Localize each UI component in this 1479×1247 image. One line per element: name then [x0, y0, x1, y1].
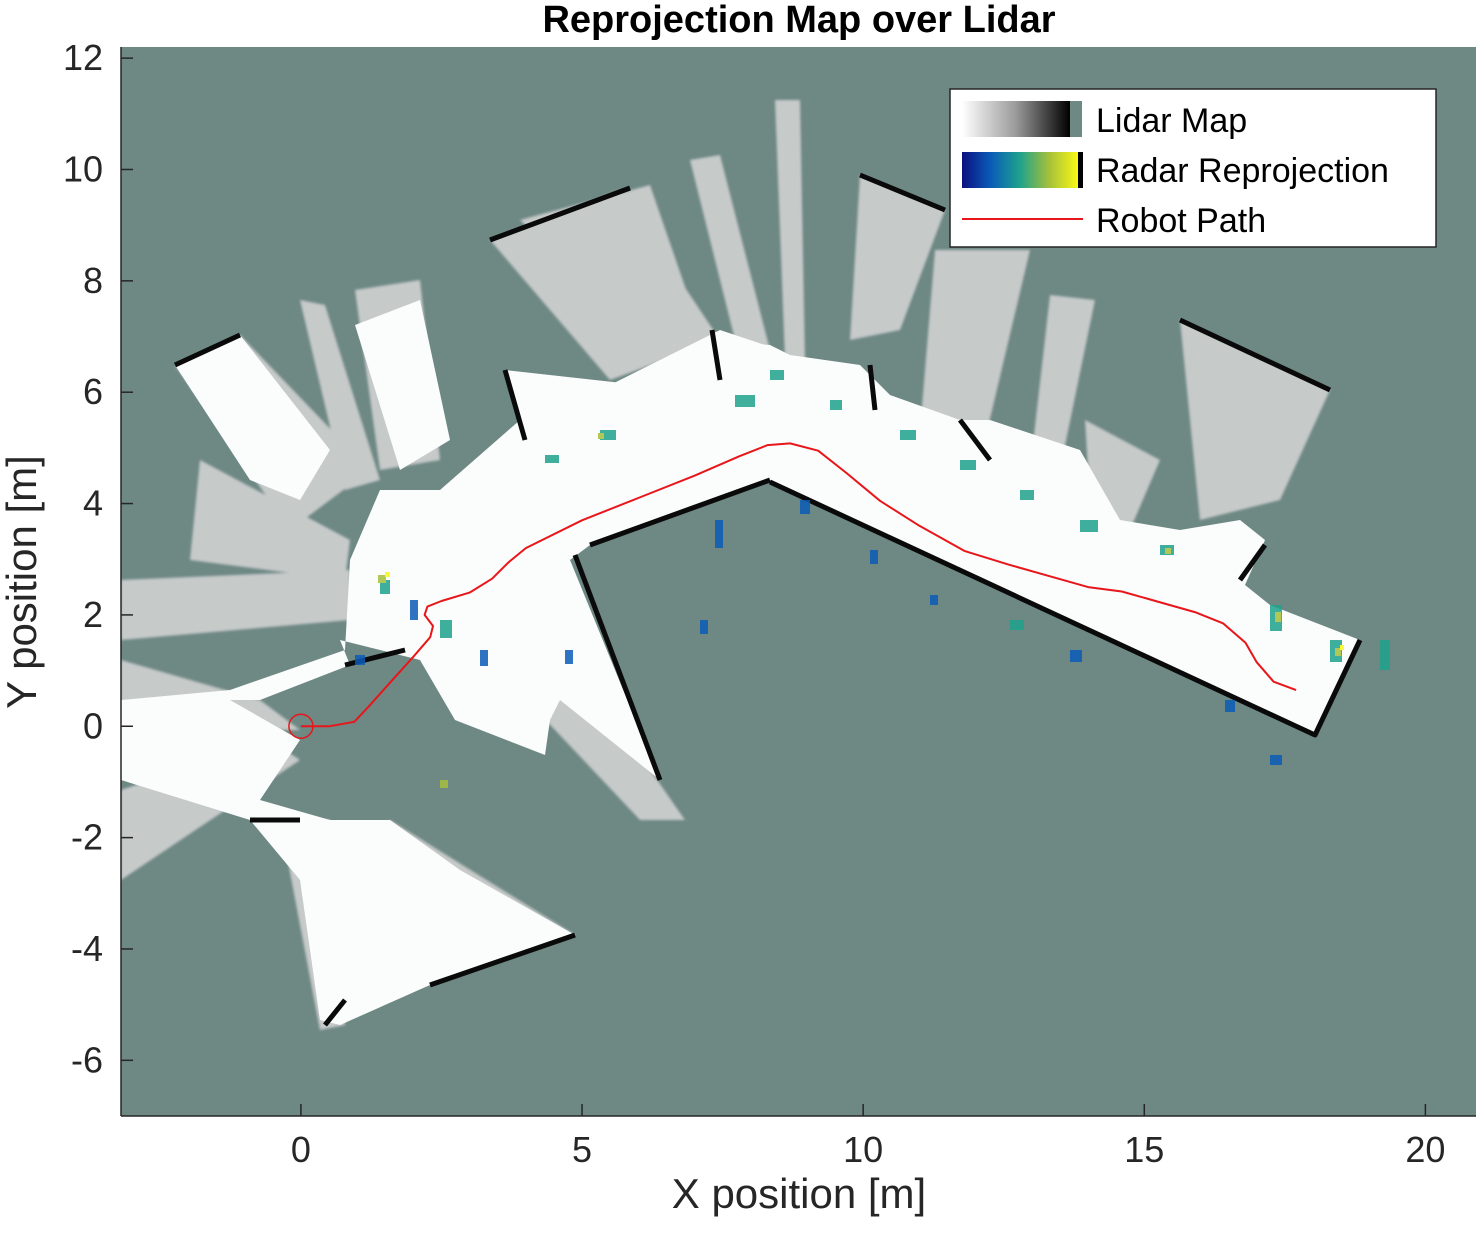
y-tick-label: 0 [83, 705, 103, 746]
y-tick-label: 6 [83, 371, 103, 412]
x-tick-label: 10 [843, 1129, 883, 1170]
legend-item-robot-path: Robot Path [962, 202, 1266, 240]
start-marker-layer [288, 713, 314, 740]
legend-item-lidar-map: Lidar Map [962, 101, 1247, 140]
legend-label-lidar-map: Lidar Map [1096, 102, 1247, 140]
x-axis-title: X position [m] [672, 1170, 926, 1217]
y-tick-label: 4 [83, 483, 103, 524]
chart-title: Reprojection Map over Lidar [542, 0, 1055, 41]
legend-item-radar-reprojection: Radar Reprojection [962, 152, 1389, 190]
radar-reprojection-swatch [962, 152, 1078, 188]
y-tick-label: -2 [71, 817, 103, 858]
legend-label-radar-reprojection: Radar Reprojection [1096, 152, 1389, 190]
y-tick-label: 12 [63, 37, 103, 78]
robot-path-line [300, 442, 1297, 728]
lidar-map-swatch-bg [1070, 101, 1082, 137]
y-tick-label: 8 [83, 260, 103, 301]
y-ticks: -6 -4 -2 0 2 4 6 8 10 12 [63, 37, 133, 1080]
lidar-map [121, 100, 1390, 1030]
legend-label-robot-path: Robot Path [1096, 202, 1266, 240]
y-tick-label: 10 [63, 148, 103, 189]
y-tick-label: -4 [71, 928, 103, 969]
y-axis-title: Y position [m] [0, 455, 45, 709]
y-tick-label: -6 [71, 1039, 103, 1080]
x-tick-label: 15 [1124, 1129, 1164, 1170]
radar-reprojection-swatch-end [1078, 152, 1083, 188]
x-tick-label: 5 [572, 1129, 592, 1170]
legend: Lidar Map Radar Reprojection Robot Path [949, 88, 1437, 248]
x-tick-label: 20 [1405, 1129, 1445, 1170]
x-ticks: 0 5 10 15 20 [291, 1104, 1445, 1170]
series-layer [300, 442, 1297, 728]
x-tick-label: 0 [291, 1129, 311, 1170]
lidar-map-swatch [962, 101, 1070, 137]
y-tick-label: 2 [83, 594, 103, 635]
start-marker [288, 713, 314, 740]
